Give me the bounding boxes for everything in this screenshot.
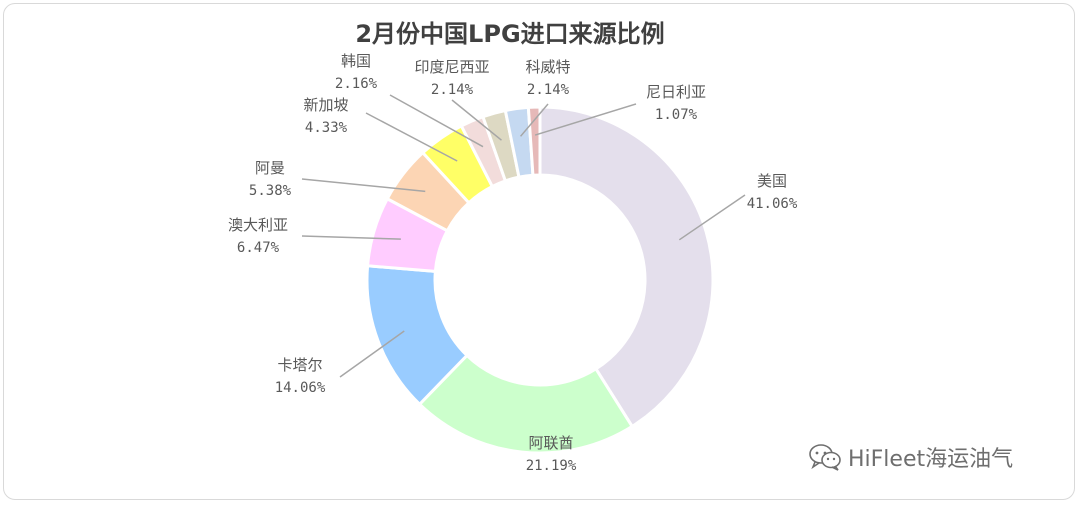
slice-label-percent: 1.07% [655, 107, 698, 123]
slice-label-percent: 21.19% [526, 458, 577, 474]
leader-line [339, 330, 405, 378]
slice-label-percent: 2.16% [335, 76, 378, 92]
slice-label-name: 卡塔尔 [277, 356, 322, 374]
leader-line [451, 99, 502, 141]
leader-line [365, 112, 458, 162]
slice-label-name: 美国 [757, 172, 787, 190]
slice-label-percent: 6.47% [237, 240, 280, 256]
leader-line [389, 94, 484, 148]
chart-border [3, 3, 1075, 500]
leader-line [519, 103, 549, 137]
slice-label-percent: 4.33% [305, 120, 348, 136]
slice-label-name: 澳大利亚 [228, 216, 288, 234]
wechat-icon [809, 444, 841, 471]
watermark: HiFleet海运油气 [808, 441, 1013, 473]
slice-label-name: 阿曼 [255, 159, 285, 177]
slice-label-percent: 14.06% [275, 380, 326, 396]
donut-slice [538, 105, 715, 429]
leader-line [534, 103, 637, 136]
chart-title: 2月份中国LPG进口来源比例 [355, 20, 664, 48]
watermark-text: HiFleet海运油气 [848, 447, 1014, 472]
slice-label-percent: 41.06% [747, 196, 798, 212]
slice-label-name: 尼日利亚 [646, 83, 706, 101]
slice-label-percent: 2.14% [527, 82, 570, 98]
leader-line [301, 178, 426, 193]
slice-label-name: 韩国 [341, 52, 371, 70]
leader-line [301, 235, 401, 240]
leader-lines [301, 94, 746, 378]
slice-label-name: 科威特 [525, 58, 570, 76]
slice-label-percent: 2.14% [431, 82, 474, 98]
slice-label-name: 新加坡 [303, 96, 348, 114]
slice-label-percent: 5.38% [249, 183, 292, 199]
slice-labels: 美国 41.06% 阿联酋 21.19% 卡塔尔 14.06% 澳大利亚 6.47% 阿曼 5.3… [228, 52, 798, 474]
leader-line [678, 194, 746, 241]
slice-label-name: 阿联酋 [528, 434, 573, 452]
donut-slice [417, 353, 635, 455]
slice-label-name: 印度尼西亚 [414, 58, 489, 76]
donut-slices [365, 105, 715, 455]
